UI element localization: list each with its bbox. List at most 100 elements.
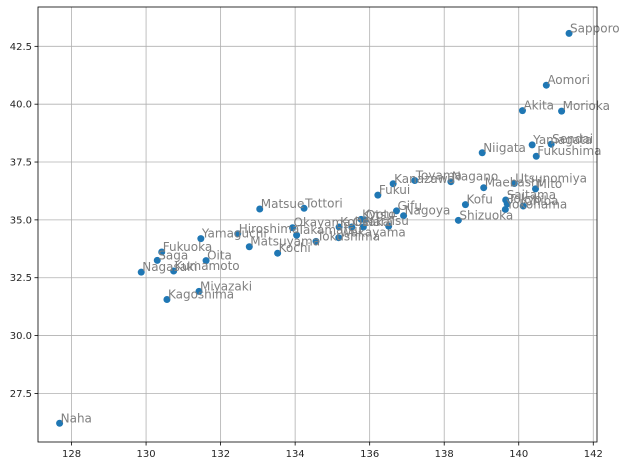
point-label: Yamaguchi — [201, 227, 267, 241]
point-label: Fukui — [379, 183, 410, 197]
data-point — [528, 141, 536, 149]
point-label: Tsu — [389, 214, 409, 228]
data-point — [411, 177, 419, 185]
data-point — [385, 222, 393, 230]
y-tick-label: 27.5 — [10, 389, 32, 400]
data-point — [158, 248, 166, 256]
point-label: Gifu — [398, 199, 422, 213]
x-tick-label: 142 — [584, 449, 603, 460]
point-label: Wakayama — [340, 226, 406, 240]
x-tick-label: 130 — [137, 449, 156, 460]
data-point — [400, 212, 408, 220]
data-point — [348, 223, 356, 231]
data-point — [335, 234, 343, 242]
data-points — [56, 29, 573, 427]
point-label: Morioka — [563, 99, 610, 113]
point-label: Fukuoka — [163, 240, 212, 254]
point-label: Chiba — [524, 194, 558, 208]
y-tick-label: 37.5 — [10, 158, 32, 169]
point-label: Takamatsu — [297, 223, 362, 237]
point-labels: SapporoAomoriMoriokaAkitaSendaiYamagataF… — [61, 21, 620, 425]
data-point — [289, 224, 297, 232]
data-point — [357, 215, 365, 223]
point-label: Nara — [364, 215, 393, 229]
point-label: Saga — [158, 248, 188, 262]
data-point — [510, 180, 518, 188]
point-label: Kochi — [279, 241, 311, 255]
point-label: Miyazaki — [200, 279, 252, 293]
data-point — [374, 191, 382, 199]
point-label: Tottori — [304, 196, 343, 210]
x-tick-label: 138 — [435, 449, 454, 460]
data-point — [137, 268, 145, 276]
data-point — [197, 235, 205, 243]
y-tick-label: 32.5 — [10, 273, 32, 284]
data-point — [542, 81, 550, 89]
point-label: Matsuyama — [250, 235, 320, 249]
point-label: Niigata — [483, 141, 526, 155]
data-point — [312, 237, 320, 245]
data-point — [163, 295, 171, 303]
data-point — [503, 200, 511, 208]
point-label: Tokyo — [507, 192, 542, 206]
x-tick-label: 140 — [509, 449, 528, 460]
point-label: Osaka — [353, 215, 390, 229]
data-point — [170, 267, 178, 275]
data-point — [532, 152, 540, 160]
point-label: Sapporo — [570, 21, 620, 35]
point-label: Tokushima — [316, 229, 380, 243]
x-tick-label: 128 — [62, 449, 81, 460]
data-point — [558, 107, 566, 115]
point-label: Utsunomiya — [515, 172, 587, 186]
y-tick-label: 40.0 — [10, 100, 32, 111]
data-point — [202, 257, 210, 265]
point-label: Kyoto — [362, 207, 396, 221]
data-point — [234, 230, 242, 238]
data-point — [293, 231, 301, 239]
point-label: Matsue — [261, 197, 305, 211]
y-tick-label: 30.0 — [10, 331, 32, 342]
data-point — [389, 180, 397, 188]
data-point — [56, 419, 64, 427]
data-point — [532, 185, 540, 193]
point-label: Yamagata — [532, 133, 592, 147]
data-point — [454, 216, 462, 224]
point-label: Maebashi — [485, 176, 542, 190]
grid — [38, 7, 597, 442]
data-point — [393, 207, 401, 215]
x-tick-label: 134 — [286, 449, 305, 460]
point-label: Kobe — [340, 215, 370, 229]
point-label: Okayama — [294, 216, 351, 230]
data-point — [547, 140, 555, 148]
x-tick-label: 136 — [360, 449, 379, 460]
data-point — [478, 149, 486, 157]
data-point — [501, 205, 509, 213]
point-label: Kagoshima — [168, 287, 234, 301]
point-label: Nagoya — [405, 204, 451, 218]
point-label: Fukushima — [537, 144, 601, 158]
point-label: Toyama — [415, 169, 462, 183]
x-tick-label: 132 — [211, 449, 230, 460]
y-tick-label: 42.5 — [10, 42, 32, 53]
data-point — [274, 249, 282, 257]
y-tick-label: 35.0 — [10, 215, 32, 226]
axes: 128 130 132 134 136 138 140 142 27.5 30.0 32.5 35.0… — [10, 6, 603, 460]
point-label: Otsu — [366, 208, 394, 222]
data-point — [245, 243, 253, 251]
data-point — [359, 223, 367, 231]
point-label: Sendai — [552, 132, 593, 146]
axes-frame — [37, 6, 598, 443]
point-label: Nagano — [452, 170, 498, 184]
point-label: Kanazawa — [394, 172, 455, 186]
data-point — [335, 223, 343, 231]
data-point — [300, 204, 308, 212]
point-label: Kumamoto — [175, 259, 240, 273]
point-label: Shizuoka — [459, 208, 513, 222]
data-point — [565, 29, 573, 37]
point-label: Naha — [61, 411, 92, 425]
point-label: Oita — [207, 249, 232, 263]
point-label: Nagasaki — [142, 260, 197, 274]
point-label: Mito — [537, 177, 563, 191]
